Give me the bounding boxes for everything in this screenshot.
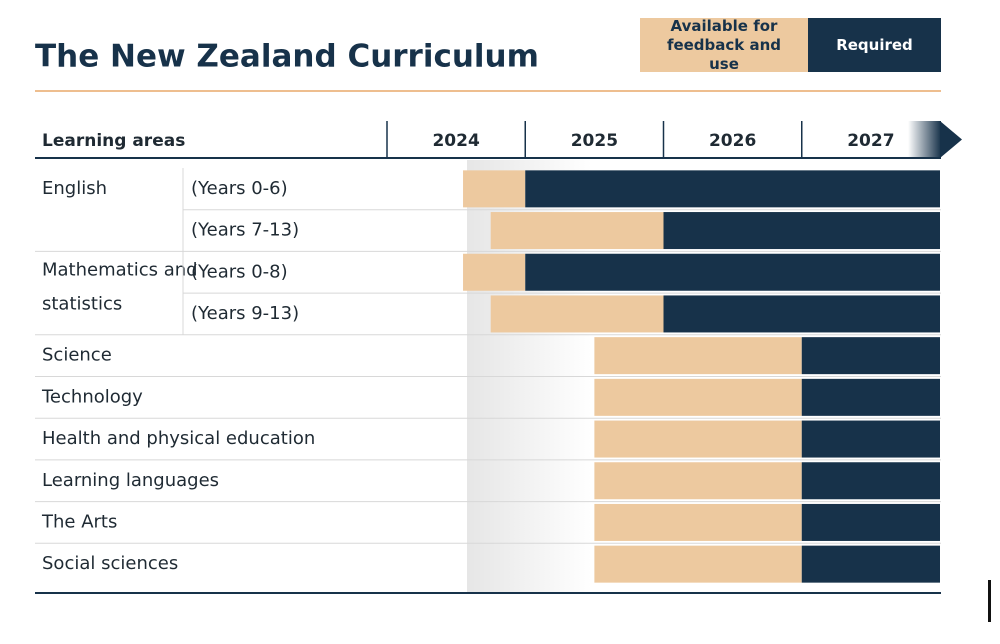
bar <box>663 212 940 250</box>
x-tick-label: 2024 <box>432 131 479 151</box>
row-label: English <box>42 178 107 199</box>
header-label: Learning areas <box>42 131 185 151</box>
bar <box>490 212 664 250</box>
header-arrow <box>908 121 941 158</box>
row-sublabel: (Years 9-13) <box>191 303 299 324</box>
bar <box>490 295 664 333</box>
row-label: Technology <box>41 386 143 407</box>
chart-title: The New Zealand Curriculum <box>35 39 539 75</box>
bar <box>594 378 802 416</box>
row-label: Social sciences <box>42 553 178 574</box>
bar <box>801 420 940 458</box>
x-tick-label: 2027 <box>847 131 894 151</box>
row-label: Mathematics and statistics <box>42 259 198 314</box>
bar <box>663 295 940 333</box>
bar <box>801 545 940 583</box>
bar <box>525 253 940 291</box>
cursor <box>988 580 991 622</box>
bar <box>801 337 940 375</box>
row-sublabel: (Years 0-6) <box>191 178 288 199</box>
row-label: The Arts <box>41 511 117 532</box>
bar <box>801 462 940 500</box>
x-tick-label: 2025 <box>571 131 618 151</box>
bar <box>525 170 940 208</box>
bar <box>463 170 526 208</box>
bar <box>594 503 802 541</box>
legend-item: Available for feedback and use <box>640 17 808 73</box>
x-tick-label: 2026 <box>709 131 756 151</box>
row-sublabel: (Years 7-13) <box>191 220 299 241</box>
bar <box>463 253 526 291</box>
bar <box>594 420 802 458</box>
header-arrow-head <box>940 121 962 158</box>
bar <box>594 337 802 375</box>
row-label: Science <box>42 345 112 366</box>
row-sublabel: (Years 0-8) <box>191 261 288 282</box>
bar <box>801 503 940 541</box>
row-label: Learning languages <box>42 470 219 491</box>
bar <box>594 462 802 500</box>
bar <box>594 545 802 583</box>
row-label: Health and physical education <box>42 428 315 449</box>
legend-item: Required <box>808 18 941 72</box>
bar <box>801 378 940 416</box>
